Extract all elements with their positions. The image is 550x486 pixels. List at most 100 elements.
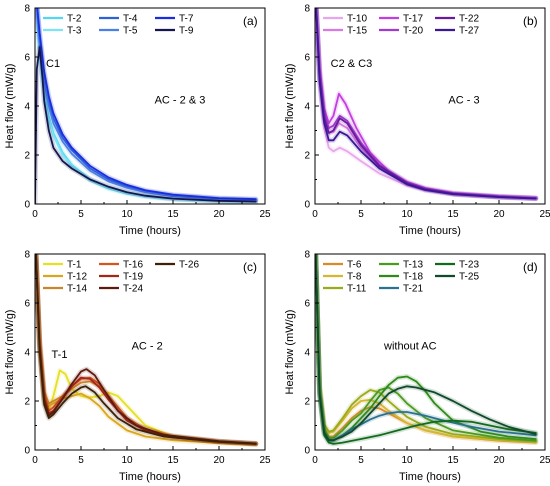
x-tick-label: 5 [358, 209, 364, 220]
x-tick-label: 25 [539, 455, 550, 466]
legend-label-T-9: T-9 [179, 26, 194, 37]
annotation: C2 & C3 [331, 58, 373, 70]
x-tick-label: 25 [539, 209, 550, 220]
x-tick-label: 20 [213, 455, 225, 466]
legend-label-T-7: T-7 [179, 14, 194, 25]
series-line-T-26 [35, 254, 257, 445]
legend-label-T-4: T-4 [123, 14, 138, 25]
legend-label-T-1: T-1 [67, 260, 82, 271]
legend-label-T-15: T-15 [347, 26, 367, 37]
y-axis-label: Heat flow (mW/g) [284, 64, 296, 149]
y-tick-label: 0 [304, 200, 310, 211]
legend-label-T-20: T-20 [403, 26, 423, 37]
x-axis-label: Time (hours) [119, 471, 181, 483]
y-tick-label: 6 [304, 53, 310, 64]
legend: T-10T-15 T-17T-20 T-22T-27 [323, 14, 479, 37]
x-tick-label: 15 [167, 209, 179, 220]
panel-label: (c) [243, 260, 257, 274]
y-tick-label: 0 [304, 446, 310, 457]
y-tick-label: 6 [304, 299, 310, 310]
y-tick-label: 4 [304, 102, 310, 113]
series-line-T-24 [35, 254, 257, 445]
panel-label: (b) [523, 14, 538, 28]
y-tick-label: 0 [24, 446, 30, 457]
legend-label-T-10: T-10 [347, 14, 367, 25]
annotation: C1 [46, 58, 60, 70]
annotation: AC - 3 [448, 95, 479, 107]
y-tick-label: 4 [304, 348, 310, 359]
x-axis-label: Time (hours) [119, 225, 181, 237]
x-tick-label: 0 [32, 455, 38, 466]
y-axis-label: Heat flow (mW/g) [4, 64, 16, 149]
y-tick-label: 2 [24, 151, 30, 162]
x-tick-label: 0 [312, 209, 318, 220]
x-axis-label: Time (hours) [399, 225, 461, 237]
y-tick-label: 8 [304, 4, 310, 15]
y-tick-label: 0 [24, 200, 30, 211]
x-tick-label: 5 [358, 455, 364, 466]
series-group [35, 8, 259, 204]
legend: T-1T-12T-14 T-16T-19T-24 T-26 [43, 260, 199, 295]
legend-label-T-18: T-18 [403, 272, 423, 283]
series-line-T-25 [315, 254, 537, 442]
series-line-T-9 [35, 46, 257, 204]
legend-label-T-17: T-17 [403, 14, 423, 25]
legend-label-T-16: T-16 [123, 260, 143, 271]
chart-panel-b: 0 5 10 15 20 25 0 2 4 6 8 Time (hours) Heat flow (mW… [284, 4, 550, 238]
annotation: AC - 2 & 3 [155, 95, 206, 107]
series-line-T-27 [315, 8, 537, 200]
x-tick-label: 5 [78, 209, 84, 220]
y-axis-label: Heat flow (mW/g) [284, 310, 296, 395]
legend-label-T-12: T-12 [67, 272, 87, 283]
y-tick-label: 8 [304, 250, 310, 261]
legend-label-T-5: T-5 [123, 26, 138, 37]
y-tick-label: 4 [24, 348, 30, 359]
series-line-T-11 [315, 254, 537, 443]
legend-label-T-3: T-3 [67, 26, 82, 37]
legend-label-T-13: T-13 [403, 260, 423, 271]
y-tick-label: 2 [304, 397, 310, 408]
annotation: AC - 2 [132, 341, 163, 353]
series-band-T-9 [35, 44, 259, 204]
legend-label-T-24: T-24 [123, 284, 143, 295]
legend-label-T-19: T-19 [123, 272, 143, 283]
legend-label-T-14: T-14 [67, 284, 87, 295]
x-tick-label: 25 [259, 455, 271, 466]
x-tick-label: 20 [213, 209, 225, 220]
y-axis-label: Heat flow (mW/g) [4, 310, 16, 395]
legend-label-T-22: T-22 [459, 14, 479, 25]
series-line-T-7 [36, 8, 257, 200]
legend-label-T-25: T-25 [459, 272, 479, 283]
chart-panel-d: 0 5 10 15 20 25 0 2 4 6 8 Time (hours) Heat flow (mW… [284, 250, 550, 484]
chart-panel-c: 0 5 10 15 20 25 0 2 4 6 8 Time (hours) Heat flow (mW… [4, 250, 271, 484]
legend-label-T-27: T-27 [459, 26, 479, 37]
legend-label-T-26: T-26 [179, 260, 199, 271]
y-tick-label: 2 [24, 397, 30, 408]
x-tick-label: 0 [312, 455, 318, 466]
series-line-T-5 [36, 8, 257, 201]
y-tick-label: 6 [24, 53, 30, 64]
plot-frame [34, 7, 266, 205]
series-group [315, 254, 539, 447]
panel-label: (d) [523, 260, 538, 274]
x-tick-label: 0 [32, 209, 38, 220]
legend-label-T-11: T-11 [347, 284, 367, 295]
y-tick-label: 8 [24, 250, 30, 261]
panel-label: (a) [243, 14, 258, 28]
x-tick-label: 10 [121, 455, 133, 466]
legend-label-T-23: T-23 [459, 260, 479, 271]
legend-label-T-8: T-8 [347, 272, 362, 283]
plot-frame [314, 7, 546, 205]
x-tick-label: 15 [447, 455, 459, 466]
annotation: without AC [383, 341, 437, 353]
x-tick-label: 5 [78, 455, 84, 466]
x-tick-label: 15 [447, 209, 459, 220]
x-axis-label: Time (hours) [399, 471, 461, 483]
series-group [35, 254, 259, 448]
x-tick-label: 10 [401, 209, 413, 220]
x-tick-label: 10 [121, 209, 133, 220]
chart-panel-a: 0 5 10 15 20 25 0 2 4 6 8 Time (hours) Heat flow (mW… [4, 4, 271, 238]
y-tick-label: 8 [24, 4, 30, 15]
series-line-T-23 [315, 254, 537, 445]
